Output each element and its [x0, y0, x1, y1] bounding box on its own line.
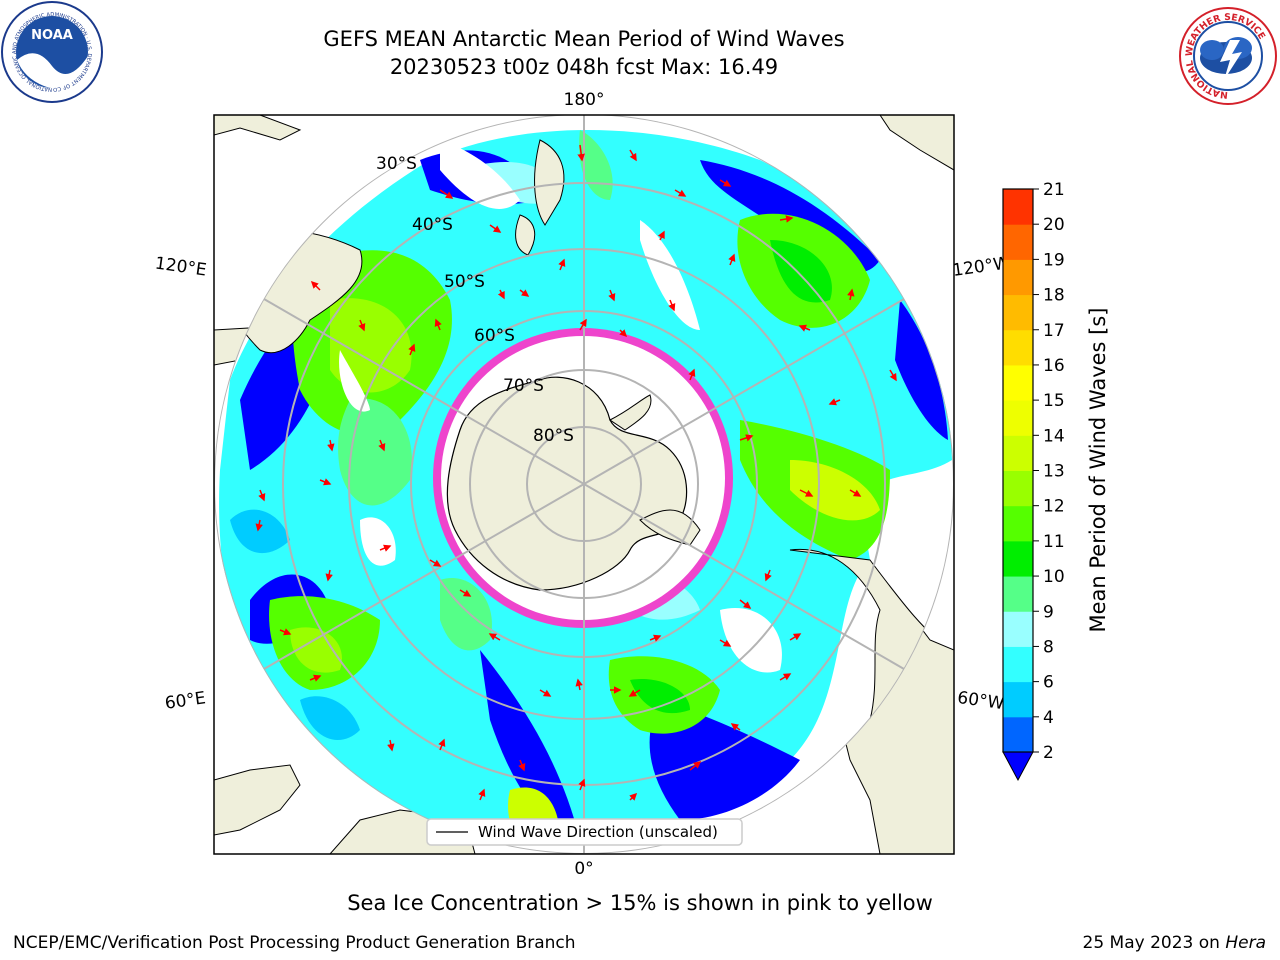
colorbar-tick-label: 14: [1043, 426, 1065, 446]
colorbar-tick-label: 18: [1043, 286, 1065, 306]
wind-direction-arrows: [255, 144, 897, 801]
colorbar-segment: [1003, 576, 1033, 612]
colorbar-tick-label: 6: [1043, 673, 1054, 693]
polar-map: 180° 0° 120°E 120°W 60°E 60°W 30°S 40°S …: [154, 90, 1012, 879]
colorbar-segment: [1003, 716, 1033, 753]
colorbar-segment: [1003, 646, 1033, 683]
wave-period-field: [214, 130, 954, 846]
colorbar-tick-label: 15: [1043, 391, 1065, 411]
colorbar-tick-label: 11: [1043, 532, 1065, 552]
footer-host: Hera: [1225, 933, 1266, 953]
colorbar-label: Mean Period of Wind Waves [s]: [1086, 308, 1110, 633]
lat-label-70s: 70°S: [503, 376, 544, 396]
lon-label-60e: 60°E: [164, 688, 207, 713]
colorbar-tick-label: 9: [1043, 602, 1054, 622]
colorbar-segment: [1003, 224, 1033, 260]
colorbar-tick-label: 8: [1043, 637, 1054, 657]
lat-label-30s: 30°S: [376, 154, 417, 174]
noaa-logo: NOAA NATIONAL OCEANIC AND ATMOSPHERIC AD…: [0, 0, 103, 103]
colorbar-tick-label: 13: [1043, 462, 1065, 482]
lon-label-60w: 60°W: [956, 688, 1005, 714]
sea-ice-caption: Sea Ice Concentration > 15% is shown in …: [347, 891, 933, 915]
lon-label-0: 0°: [574, 859, 593, 879]
colorbar-segment: [1003, 611, 1033, 647]
footer-credit: NCEP/EMC/Verification Post Processing Pr…: [13, 933, 576, 953]
colorbar-segment: [1003, 400, 1033, 436]
colorbar-segment: [1003, 681, 1033, 718]
colorbar-tick-label: 21: [1043, 180, 1065, 200]
colorbar-tick-label: 4: [1043, 708, 1054, 728]
graticule: [214, 115, 954, 854]
nws-logo: NATIONAL WEATHER SERVICE: [1179, 7, 1277, 105]
colorbar-tick-label: 17: [1043, 321, 1065, 341]
colorbar-segment: [1003, 259, 1033, 296]
lat-label-40s: 40°S: [412, 215, 453, 235]
noaa-logo-text: NOAA: [31, 28, 73, 43]
lon-label-120e: 120°E: [154, 254, 208, 281]
colorbar-segment: [1003, 364, 1033, 401]
lat-label-60s: 60°S: [474, 326, 515, 346]
lon-label-180: 180°: [564, 90, 605, 110]
colorbar-segment: [1003, 329, 1033, 366]
colorbar-segments: [1003, 189, 1033, 753]
map-frame: [213, 114, 955, 855]
colorbar-tick-label: 2: [1043, 743, 1054, 763]
colorbar-segment: [1003, 470, 1033, 507]
footer-date: 25 May 2023 on Hera: [1083, 933, 1267, 953]
colorbar-tick-label: 10: [1043, 567, 1065, 587]
colorbar-tick-label: 20: [1043, 215, 1065, 235]
colorbar-tick-label: 19: [1043, 250, 1065, 270]
map-legend: Wind Wave Direction (unscaled): [426, 818, 743, 846]
colorbar-segment: [1003, 435, 1033, 471]
colorbar-tick-label: 16: [1043, 356, 1065, 376]
colorbar-tick-label: 12: [1043, 497, 1065, 517]
colorbar-ticks: 2 4 6 8 9 10 11 12 13 14 15 16 17 18 19 20 21: [1033, 180, 1065, 763]
lat-label-80s: 80°S: [533, 426, 574, 446]
figure-subtitle: 20230523 t00z 048h fcst Max: 16.49: [389, 55, 779, 79]
map-legend-label: Wind Wave Direction (unscaled): [478, 823, 718, 841]
colorbar-segment: [1003, 540, 1033, 577]
footer-date-text: 25 May 2023 on: [1082, 933, 1226, 953]
colorbar-segment: [1003, 505, 1033, 542]
colorbar: 2 4 6 8 9 10 11 12 13 14 15 16 17 18 19 20 21 Mean Perio…: [1002, 180, 1110, 782]
colorbar-segment: [1003, 189, 1033, 225]
figure-title: GEFS MEAN Antarctic Mean Period of Wind …: [323, 27, 845, 51]
colorbar-segment: [1003, 294, 1033, 331]
lat-label-50s: 50°S: [444, 272, 485, 292]
colorbar-extend-triangle: [1002, 751, 1034, 782]
